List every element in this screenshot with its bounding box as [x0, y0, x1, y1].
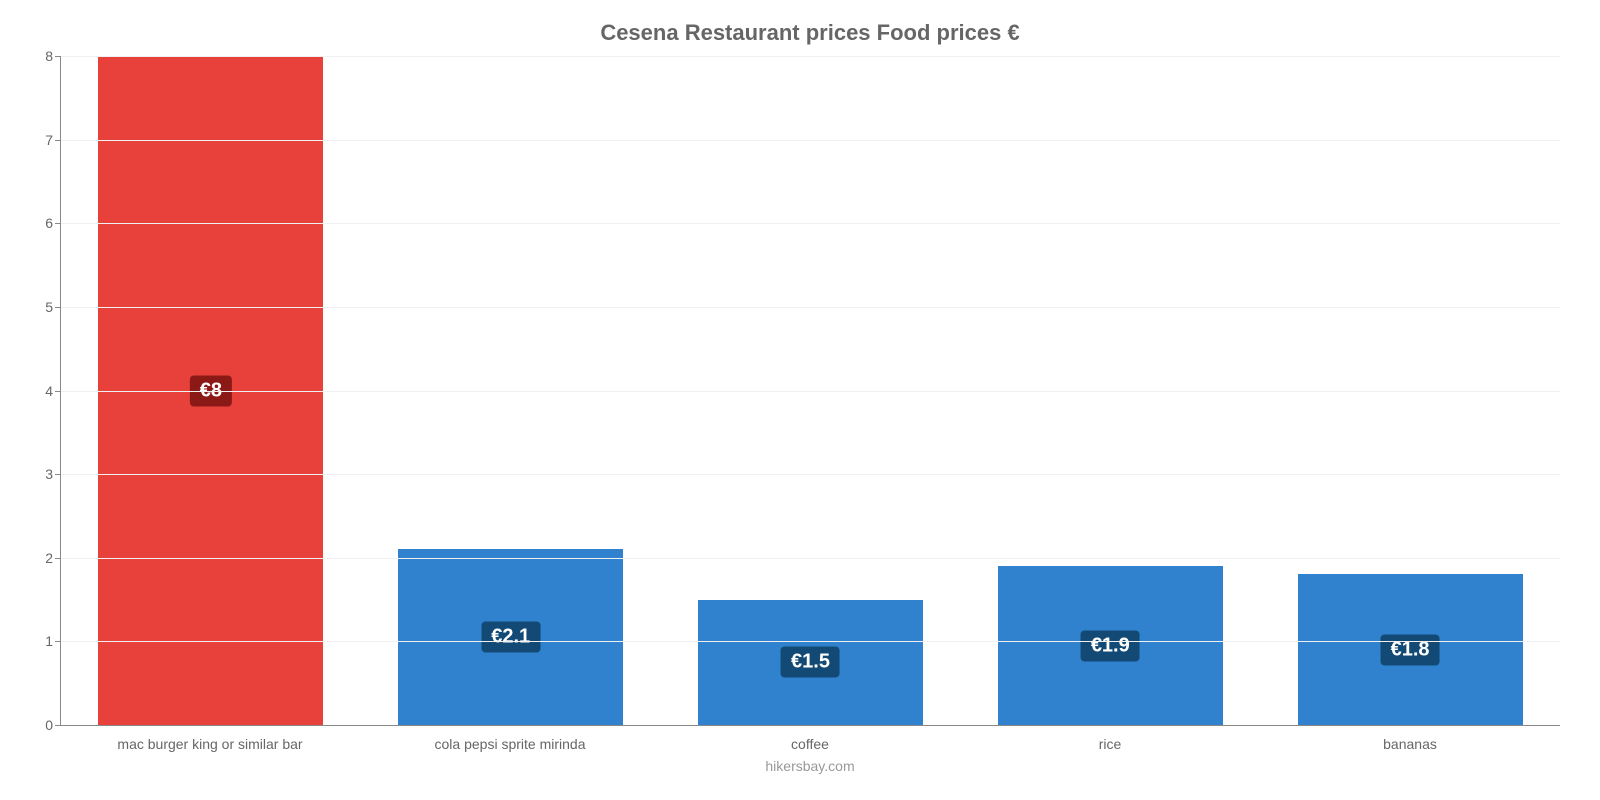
y-tick-label: 2	[45, 550, 61, 566]
bar-value-label: €2.1	[481, 622, 540, 653]
bar: €2.1	[398, 549, 623, 725]
bar: €1.5	[698, 600, 923, 725]
y-tick-label: 6	[45, 215, 61, 231]
gridline	[61, 56, 1560, 57]
gridline	[61, 641, 1560, 642]
bar-value-label: €1.9	[1081, 630, 1140, 661]
credit-text: hikersbay.com	[60, 758, 1560, 774]
bar: €1.8	[1298, 574, 1523, 725]
x-axis-label: rice	[960, 736, 1260, 752]
bar-value-label: €1.8	[1381, 634, 1440, 665]
x-axis-label: bananas	[1260, 736, 1560, 752]
gridline	[61, 391, 1560, 392]
bar: €1.9	[998, 566, 1223, 725]
y-tick-label: 8	[45, 48, 61, 64]
y-tick-label: 0	[45, 717, 61, 733]
chart-container: Cesena Restaurant prices Food prices € €…	[0, 0, 1600, 800]
y-tick-label: 3	[45, 466, 61, 482]
gridline	[61, 474, 1560, 475]
chart-title: Cesena Restaurant prices Food prices €	[60, 20, 1560, 46]
y-tick-label: 7	[45, 132, 61, 148]
x-axis-label: coffee	[660, 736, 960, 752]
y-tick-label: 4	[45, 383, 61, 399]
y-tick-label: 1	[45, 633, 61, 649]
gridline	[61, 140, 1560, 141]
x-axis-label: cola pepsi sprite mirinda	[360, 736, 660, 752]
gridline	[61, 558, 1560, 559]
y-tick-label: 5	[45, 299, 61, 315]
bar-value-label: €1.5	[781, 647, 840, 678]
gridline	[61, 223, 1560, 224]
plot-area: €8€2.1€1.5€1.9€1.8 012345678	[60, 56, 1560, 726]
x-axis-labels: mac burger king or similar barcola pepsi…	[60, 736, 1560, 752]
gridline	[61, 307, 1560, 308]
x-axis-label: mac burger king or similar bar	[60, 736, 360, 752]
